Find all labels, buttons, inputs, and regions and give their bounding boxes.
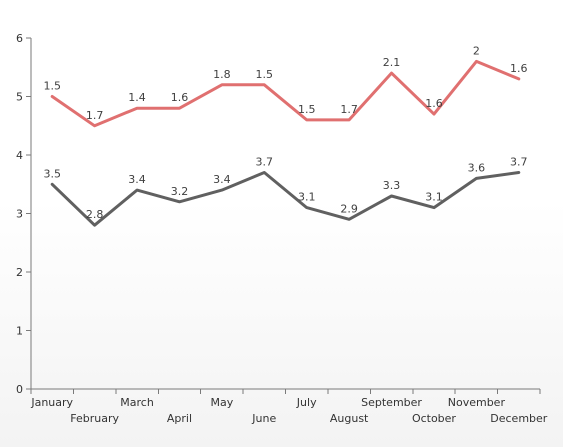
data-label: 1.5 (298, 103, 316, 116)
data-label: 3.7 (510, 156, 528, 169)
series-lines (50, 59, 521, 227)
x-tick-label: February (70, 412, 119, 425)
x-tick-label: October (412, 412, 456, 425)
x-tick-label: June (251, 412, 276, 425)
data-label: 2.8 (86, 208, 104, 221)
data-label: 3.2 (171, 185, 189, 198)
data-label: 1.5 (43, 80, 61, 93)
y-tick-label: 2 (16, 266, 23, 279)
y-tick-label: 5 (16, 91, 23, 104)
data-label: 1.6 (171, 91, 189, 104)
y-tick-label: 3 (16, 208, 23, 221)
x-tick-label: April (167, 412, 192, 425)
data-label: 3.1 (298, 191, 316, 204)
data-label: 1.4 (128, 91, 146, 104)
data-label: 3.6 (468, 161, 486, 174)
x-tick-label: September (361, 396, 422, 409)
series-line-1 (50, 59, 521, 128)
x-tick-label: January (30, 396, 73, 409)
x-tick-label: July (296, 396, 317, 409)
data-label: 3.4 (128, 173, 146, 186)
data-label: 1.6 (425, 97, 443, 110)
data-label: 1.6 (510, 62, 528, 75)
data-label: 1.7 (86, 109, 104, 122)
data-label: 3.1 (425, 191, 443, 204)
x-tick-label: December (490, 412, 548, 425)
data-label: 3.4 (213, 173, 231, 186)
series-line-2 (50, 171, 521, 227)
data-label: 3.7 (256, 156, 274, 169)
x-tick-label: November (448, 396, 506, 409)
data-label: 3.5 (43, 167, 61, 180)
data-label: 1.5 (256, 68, 274, 81)
x-tick-label: August (330, 412, 369, 425)
y-tick-label: 4 (16, 149, 23, 162)
data-label: 1.8 (213, 68, 231, 81)
data-label: 2 (473, 44, 480, 57)
data-label: 3.3 (383, 179, 401, 192)
x-tick-label: March (120, 396, 154, 409)
data-label: 1.7 (340, 103, 358, 116)
data-labels: 1.5 1.7 1.4 1.6 1.8 1.5 1.5 1.7 2.1 1.6 2 1.6 3.5 2.8… (43, 44, 527, 221)
data-label: 2.1 (383, 56, 401, 69)
y-tick-label: 1 (16, 325, 23, 338)
x-tick-label: May (211, 396, 234, 409)
y-tick-label: 0 (16, 383, 23, 396)
data-label: 2.9 (340, 202, 358, 215)
y-tick-label: 6 (16, 32, 23, 45)
